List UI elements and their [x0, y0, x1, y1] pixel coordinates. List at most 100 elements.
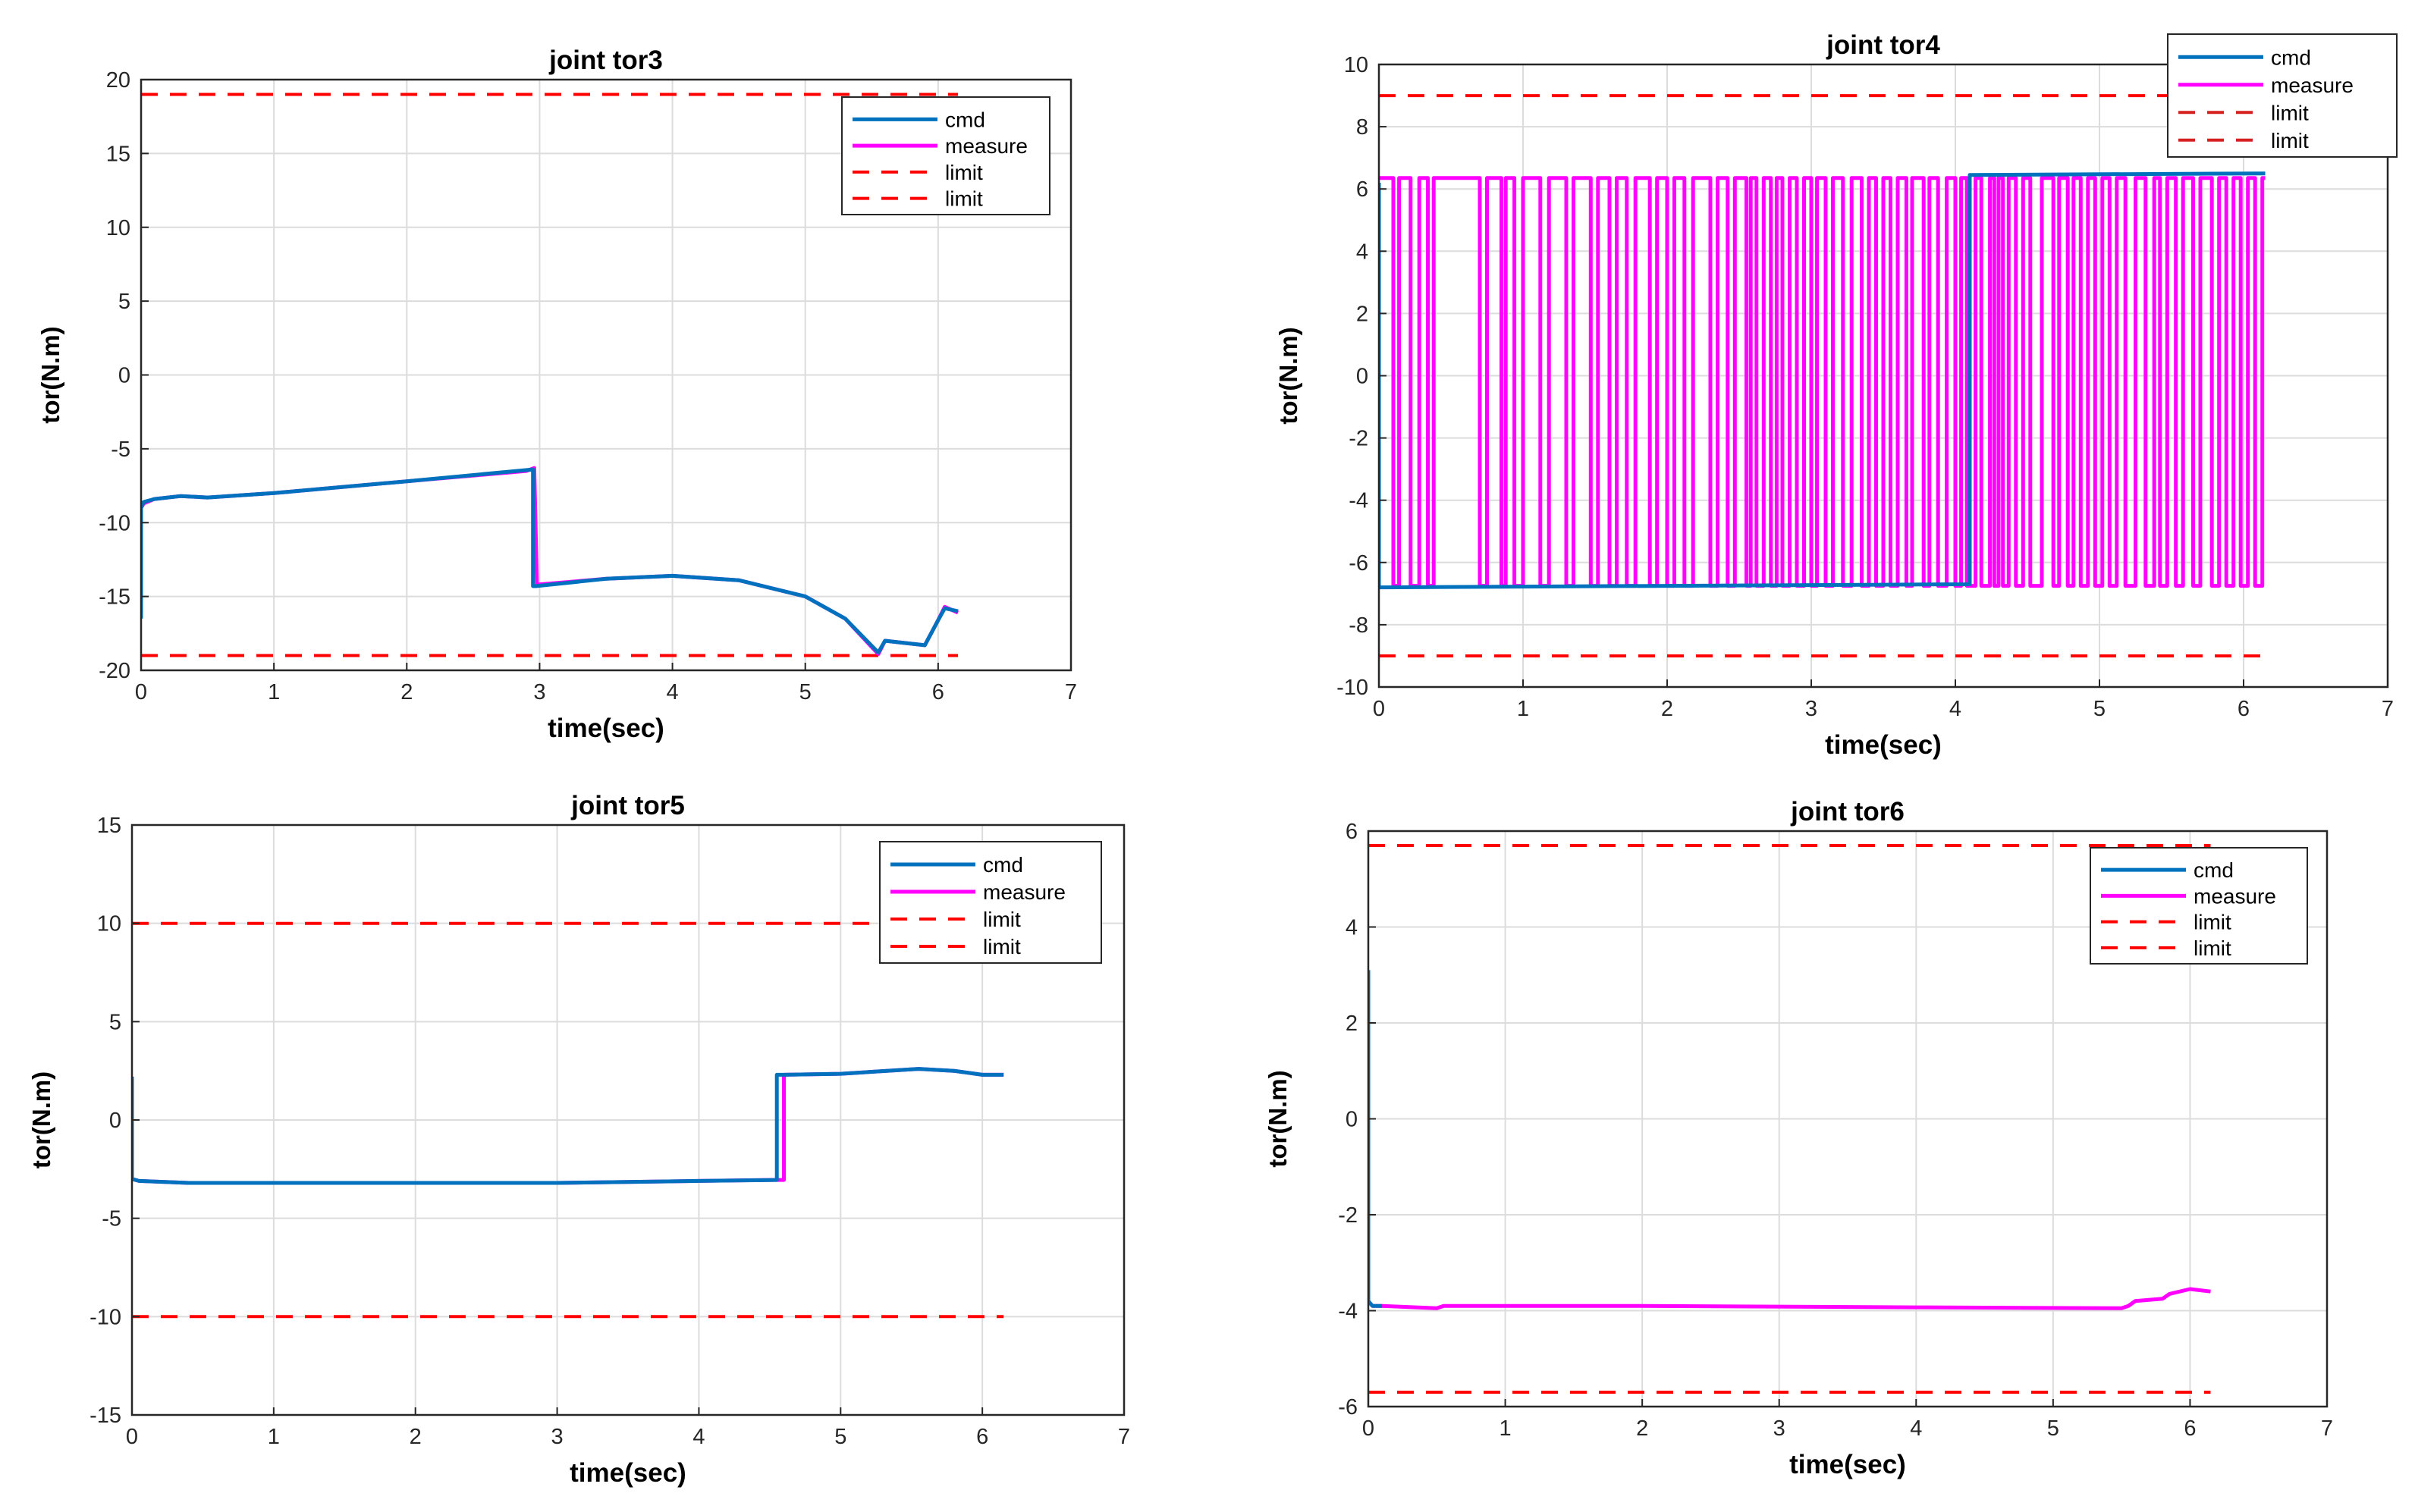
legend-box — [841, 96, 1050, 215]
legend-box — [2167, 33, 2398, 158]
y-tick-label: -20 — [99, 659, 130, 683]
legend-label-limit: limit — [2194, 911, 2231, 934]
chart-title: joint tor6 — [1790, 797, 1905, 827]
series-measure-line — [1368, 1287, 2211, 1310]
y-tick-label: -5 — [102, 1207, 121, 1231]
x-tick-label: 1 — [268, 1425, 280, 1449]
y-tick-label: 2 — [1356, 302, 1368, 326]
legend-label-limit: limit — [945, 187, 983, 211]
x-tick-label: 0 — [1373, 697, 1385, 721]
plot-area — [1368, 844, 2211, 1394]
x-tick-label: 6 — [976, 1425, 988, 1449]
plot-area — [132, 921, 1004, 1319]
x-tick-label: 4 — [1949, 697, 1961, 721]
series-cmd-line — [132, 1067, 1004, 1185]
y-tick-label: -2 — [1338, 1203, 1358, 1228]
chart-title: joint tor4 — [1826, 30, 1940, 60]
x-tick-label: 0 — [126, 1425, 138, 1449]
legend-label-limit: limit — [983, 908, 1021, 931]
x-tick-label: 2 — [1636, 1416, 1648, 1441]
x-tick-label: 7 — [2382, 697, 2394, 721]
y-tick-label: -2 — [1349, 427, 1368, 451]
series-cmd-line — [141, 467, 959, 655]
x-tick-label: 5 — [2047, 1416, 2059, 1441]
x-tick-label: 6 — [2238, 697, 2250, 721]
legend-label-measure: measure — [945, 134, 1028, 158]
y-tick-label: -10 — [90, 1305, 121, 1329]
x-tick-label: 1 — [1517, 697, 1529, 721]
x-tick-label: 7 — [1065, 680, 1077, 704]
y-tick-label: -8 — [1349, 613, 1368, 638]
y-tick-label: -10 — [99, 511, 130, 535]
y-tick-label: -4 — [1338, 1300, 1358, 1324]
y-tick-label: -6 — [1349, 551, 1368, 576]
legend-label-cmd: cmd — [983, 853, 1023, 877]
y-axis-label: tor(N.m) — [36, 326, 64, 423]
legend-label-limit: limit — [2194, 936, 2231, 960]
x-tick-label: 0 — [135, 680, 147, 704]
y-tick-label: 0 — [109, 1109, 121, 1133]
y-tick-label: 6 — [1346, 820, 1358, 844]
x-tick-label: 7 — [1118, 1425, 1130, 1449]
legend-label-cmd: cmd — [945, 108, 985, 131]
legend-label-measure: measure — [2271, 74, 2354, 97]
y-tick-label: 8 — [1356, 115, 1368, 140]
series-cmd-line — [1368, 970, 1383, 1308]
legend-label-cmd: cmd — [2194, 858, 2234, 882]
chart-title: joint tor5 — [570, 791, 685, 820]
y-tick-label: 10 — [97, 912, 121, 936]
chart-tor4: 0 1 2 3 4 5 6 7 10 8 6 4 2 0 -2 -4 -6 -8 -10 joint tor4 time… — [1274, 30, 2398, 760]
x-tick-label: 5 — [799, 680, 812, 704]
y-tick-label: 0 — [1356, 365, 1368, 389]
series-measure-line — [132, 1067, 1004, 1185]
chart-tor3: 0 1 2 3 4 5 6 7 20 15 10 5 0 -5 -10 -15 -20 joint tor3 tim… — [36, 45, 1077, 743]
plot-area — [1379, 94, 2266, 657]
y-tick-label: 0 — [1346, 1108, 1358, 1132]
y-tick-label: 10 — [1344, 53, 1368, 77]
series-measure-line — [1379, 176, 2266, 588]
chart-title: joint tor3 — [548, 45, 663, 75]
x-tick-label: 1 — [268, 680, 280, 704]
x-axis-label: time(sec) — [1789, 1450, 1906, 1479]
y-tick-label: -5 — [111, 438, 130, 462]
x-tick-label: 4 — [667, 680, 679, 704]
chart-tor6: 0 1 2 3 4 5 6 7 6 4 2 0 -2 -4 -6 joint tor6 time(sec) tor… — [1264, 797, 2333, 1479]
x-tick-label: 2 — [1661, 697, 1673, 721]
x-axis-label: time(sec) — [570, 1458, 686, 1488]
x-tick-label: 3 — [551, 1425, 564, 1449]
x-tick-label: 4 — [692, 1425, 705, 1449]
x-tick-label: 3 — [533, 680, 545, 704]
y-tick-label: 4 — [1356, 240, 1368, 264]
x-tick-label: 7 — [2321, 1416, 2333, 1441]
y-tick-label: -15 — [90, 1404, 121, 1428]
legend-box — [2090, 847, 2308, 965]
plot-area — [141, 93, 959, 657]
series-cmd-line — [1379, 171, 2266, 590]
x-tick-label: 3 — [1773, 1416, 1785, 1441]
legend-label-measure: measure — [2194, 884, 2276, 908]
y-tick-label: -4 — [1349, 489, 1368, 513]
y-tick-label: -10 — [1336, 676, 1368, 700]
y-tick-label: 15 — [106, 142, 130, 166]
y-tick-label: 15 — [97, 814, 121, 838]
x-tick-label: 5 — [834, 1425, 846, 1449]
x-tick-label: 4 — [1910, 1416, 1922, 1441]
y-tick-label: -6 — [1338, 1395, 1358, 1419]
y-axis-label: tor(N.m) — [27, 1071, 55, 1169]
x-tick-label: 6 — [932, 680, 944, 704]
series-measure-line — [141, 466, 959, 657]
y-tick-label: 4 — [1346, 916, 1358, 940]
x-tick-label: 2 — [400, 680, 413, 704]
x-axis-label: time(sec) — [1825, 730, 1942, 760]
legend-box — [879, 841, 1102, 964]
y-axis-label: tor(N.m) — [1264, 1070, 1292, 1167]
y-axis-label: tor(N.m) — [1274, 327, 1302, 424]
y-tick-label: 20 — [106, 68, 130, 93]
y-tick-label: 6 — [1356, 177, 1368, 202]
legend-label-measure: measure — [983, 880, 1066, 904]
